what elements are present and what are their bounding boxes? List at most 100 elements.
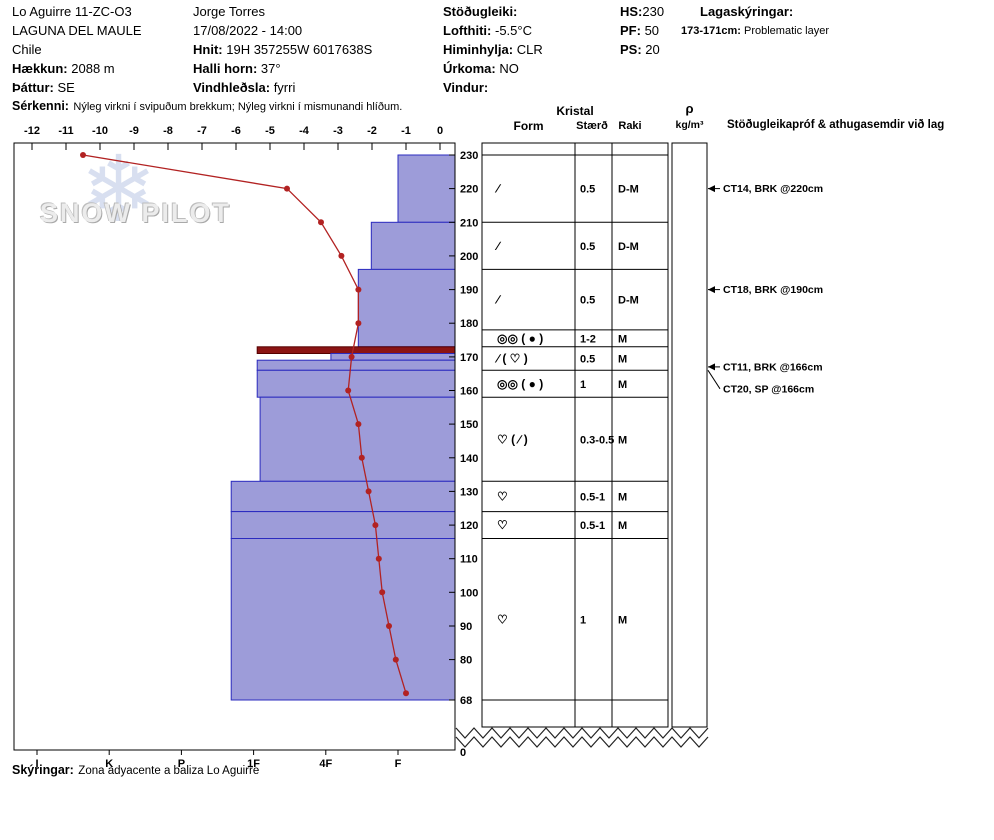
coordinates-label: Hnit: <box>193 42 223 57</box>
crystal-moisture: M <box>618 614 627 626</box>
temperature-point <box>358 454 365 461</box>
temperature-axis: -12 -11 -10 -9 -8 -7 -6 -5 -4 -3 -2 -1 0 <box>24 125 443 150</box>
windloading-label: Vindhleðsla: <box>193 80 271 95</box>
temperature-point <box>403 690 409 697</box>
crystal-form: ∕ <box>494 293 502 307</box>
pf-value: 50 <box>644 23 660 38</box>
svg-text:100: 100 <box>460 587 478 599</box>
svg-text:I: I <box>35 758 38 770</box>
layer-bar <box>397 154 456 223</box>
watermark-text: SNOW PILOT <box>40 198 231 228</box>
temperature-point <box>318 219 324 226</box>
temperature-point <box>355 421 362 428</box>
footer-notes-value: Zona adyacente a baliza Lo Aguirre <box>78 765 260 777</box>
site-area: LAGUNA DEL MAULE <box>12 23 142 38</box>
temperature-point <box>338 252 345 259</box>
svg-text:-3: -3 <box>333 125 343 137</box>
slope-angle-label: Halli horn: <box>193 61 258 76</box>
precip-label: Úrkoma: <box>443 61 496 76</box>
temperature-points <box>80 152 409 697</box>
layer-bar <box>259 396 456 482</box>
layer-note-row: 173-171cm: Problematic layer <box>681 25 829 37</box>
crystal-size: 1 <box>580 379 586 391</box>
annotation-text: CT14, BRK @220cm <box>723 183 823 195</box>
svg-text:160: 160 <box>460 386 478 398</box>
crystal-moisture: M <box>618 520 627 532</box>
crystal-form: ◎◎ ( ● ) <box>497 377 543 391</box>
temperature-point <box>80 152 86 158</box>
temperature-point <box>372 522 379 529</box>
stability-annotations: CT14, BRK @220cm CT18, BRK @190cm CT11, BR… <box>707 183 823 395</box>
slope-angle-row: Halli horn: 37° <box>193 61 281 76</box>
coordinates-row: Hnit: 19H 357255W 6017638S <box>193 42 372 57</box>
crystal-moisture: M <box>618 333 627 345</box>
crystal-moisture: D-M <box>618 295 639 307</box>
annotation-text: CT20, SP @166cm <box>723 383 814 395</box>
elevation-label: Hækkun: <box>12 61 68 76</box>
svg-text:230: 230 <box>460 150 478 162</box>
temperature-point <box>392 656 399 663</box>
svg-text:-2: -2 <box>367 125 377 137</box>
svg-text:190: 190 <box>460 285 478 297</box>
density-units: kg/m³ <box>675 119 704 131</box>
svg-text:K: K <box>105 758 113 770</box>
size-header: Stærð <box>576 120 608 132</box>
temperature-point <box>284 185 290 192</box>
snowpilot-watermark: ❄ SNOW PILOT <box>38 139 258 260</box>
layer-note-range: 173-171cm: <box>681 25 741 37</box>
airtemp-row: Lofthiti: -5.5°C <box>443 23 532 38</box>
svg-text:-9: -9 <box>129 125 139 137</box>
crystal-size: 0.5-1 <box>580 492 605 504</box>
layer-notes-title: Lagaskýringar: <box>700 4 794 19</box>
wind-row: Vindur: <box>443 80 488 95</box>
svg-text:80: 80 <box>460 655 472 667</box>
crystal-form: ◎◎ ( ● ) <box>497 331 543 345</box>
problem-layer-bar <box>256 346 456 354</box>
svg-text:130: 130 <box>460 486 478 498</box>
crystal-moisture: M <box>618 354 627 366</box>
density-column <box>671 142 708 728</box>
annotation-arrow-icon <box>708 286 715 294</box>
svg-text:200: 200 <box>460 251 478 263</box>
svg-text:4F: 4F <box>319 758 332 770</box>
precip-row: Úrkoma: NO <box>443 61 519 76</box>
crystal-form: ∕ <box>494 239 502 253</box>
svg-text:-7: -7 <box>197 125 207 137</box>
layer-bars <box>230 154 456 701</box>
temperature-point <box>348 353 355 360</box>
crystal-size: 0.5 <box>580 184 595 196</box>
airtemp-label: Lofthiti: <box>443 23 492 38</box>
crystal-form: ♡ <box>497 490 508 504</box>
svg-text:1F: 1F <box>247 758 260 770</box>
temperature-point <box>355 320 362 327</box>
slope-angle-value: 37° <box>260 61 281 76</box>
layer-bar <box>256 369 456 398</box>
temperature-point <box>379 589 386 596</box>
ps-value: 20 <box>645 42 660 57</box>
comments-header: Stöðugleikapróf & athugasemdir við lag <box>727 119 945 131</box>
annotation-arrow-icon <box>708 363 715 371</box>
stability-label: Stöðugleiki: <box>443 4 518 19</box>
annotation-text: CT18, BRK @190cm <box>723 284 823 296</box>
sky-label: Himinhylja: <box>443 42 514 57</box>
observation-datetime: 17/08/2022 - 14:00 <box>193 23 303 38</box>
footer-notes-row: Skýringar: Zona adyacente a baliza Lo Ag… <box>12 761 259 779</box>
svg-text:140: 140 <box>460 453 478 465</box>
svg-text:-6: -6 <box>231 125 241 137</box>
temperature-point <box>375 555 382 562</box>
features-label: Sérkenni: <box>12 99 69 113</box>
svg-text:-10: -10 <box>92 125 108 137</box>
hs-label: HS: <box>620 4 643 19</box>
sky-value: CLR <box>516 42 543 57</box>
ground-zigzag <box>455 727 709 748</box>
crystal-form: ♡ <box>497 612 508 626</box>
svg-text:-12: -12 <box>24 125 40 137</box>
depth-axis: 230 220 210 200 190 180 170 160 150 140 130 120 110 1… <box>449 150 478 759</box>
crystal-moisture: M <box>618 434 627 446</box>
svg-text:-8: -8 <box>163 125 173 137</box>
crystal-form: ♡ ( ∕ ) <box>497 432 528 446</box>
svg-text:-11: -11 <box>58 125 73 137</box>
svg-text:-5: -5 <box>265 125 275 137</box>
crystal-size: 0.5-1 <box>580 520 605 532</box>
